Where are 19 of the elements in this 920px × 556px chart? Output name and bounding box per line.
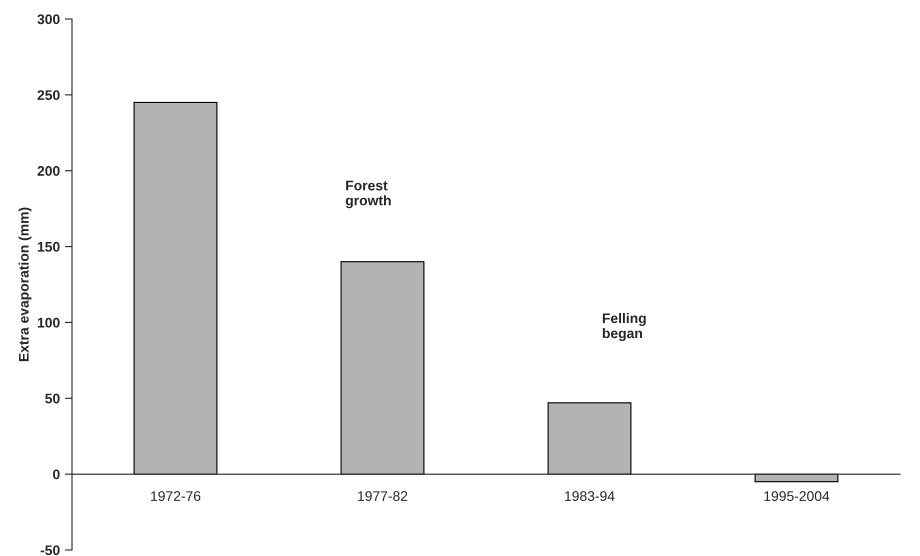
y-tick-label: 100	[38, 318, 60, 328]
x-tick-label: 1983-94	[565, 491, 615, 502]
bar	[134, 102, 218, 475]
y-tick-label: 150	[38, 242, 60, 252]
y-tick-label: 50	[45, 394, 60, 404]
y-tick-label: 300	[37, 14, 60, 24]
y-tick-label: 200	[38, 166, 60, 176]
bar	[340, 261, 424, 475]
x-tick-label: 1977-82	[358, 491, 408, 502]
x-tick-label: 1995-2004	[764, 491, 830, 502]
y-axis-title: Extra evaporation (mm)	[18, 208, 32, 362]
y-tick-label: 0	[53, 469, 60, 480]
y-tick-label: -50	[40, 545, 60, 556]
annotation: Felling began	[602, 312, 646, 341]
bar	[548, 402, 632, 475]
x-tick-label: 1972-76	[151, 491, 200, 502]
annotation: Forest growth	[346, 180, 391, 208]
bar	[754, 474, 838, 482]
y-tick-label: 250	[38, 90, 60, 100]
